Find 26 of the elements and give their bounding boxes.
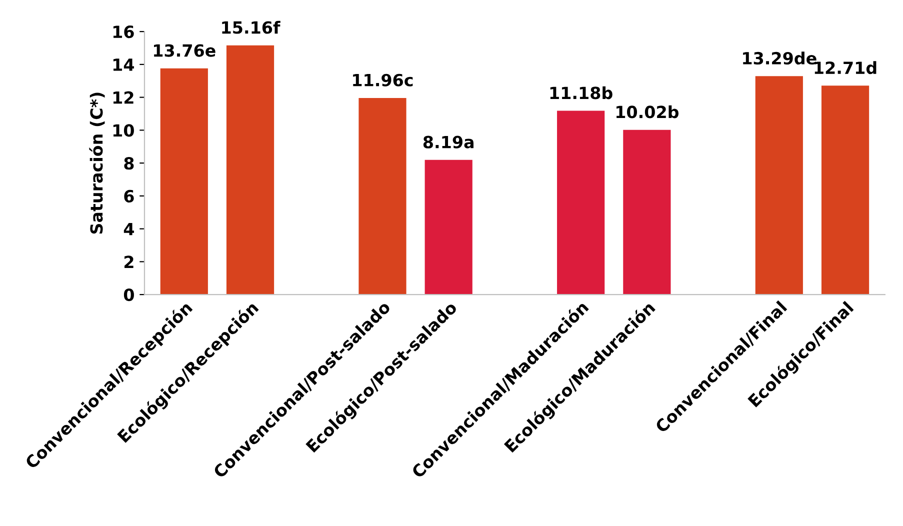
- y-tick-label: 6: [124, 190, 134, 203]
- y-tick-label: 8: [124, 157, 134, 170]
- data-label: 15.16f: [222, 20, 280, 34]
- y-axis-title: Saturación (C*): [89, 92, 105, 234]
- y-tick-label: 10: [113, 124, 134, 137]
- bar: [557, 110, 605, 295]
- data-label: 10.02b: [616, 105, 679, 118]
- bar: [226, 45, 274, 295]
- data-label: 13.29de: [743, 52, 816, 65]
- bar: [821, 86, 870, 295]
- data-label: 12.71d: [814, 61, 876, 74]
- y-tick-label: 12: [113, 91, 134, 104]
- y-tick-label: 0: [124, 288, 134, 302]
- data-label: 11.18b: [550, 86, 612, 100]
- data-label: 11.96c: [353, 74, 413, 86]
- data-label: 13.76e: [154, 44, 216, 57]
- y-tick-label: 16: [113, 26, 134, 38]
- bar: [424, 160, 472, 295]
- data-label: 8.19a: [423, 136, 474, 148]
- bar: [160, 68, 208, 295]
- bar: [623, 130, 671, 295]
- y-tick-label: 4: [124, 222, 134, 236]
- bar: [755, 76, 803, 295]
- bar: [358, 98, 406, 295]
- y-tick-label: 2: [124, 256, 134, 268]
- y-tick-label: 14: [113, 58, 134, 71]
